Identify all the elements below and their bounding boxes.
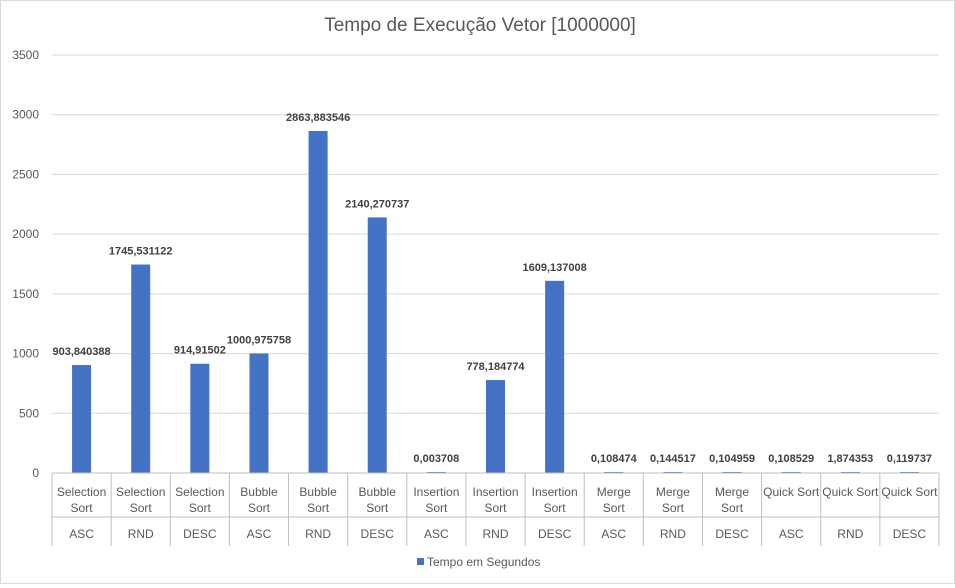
chart-title: Tempo de Execução Vetor [1000000] (324, 15, 636, 36)
x-tick-label-algorithm: Quick Sort (763, 485, 820, 499)
x-tick-label-algorithm: Sort (71, 501, 94, 515)
x-tick-label-algorithm: Sort (484, 501, 507, 515)
x-tick-label-algorithm: Quick Sort (881, 485, 938, 499)
x-tick-label-order: DESC (538, 527, 572, 541)
data-label: 0,108474 (591, 453, 638, 465)
data-labels: 903,840388 1745,531122 914,915021000,97575… (53, 112, 933, 465)
x-tick-label-algorithm: Sort (130, 501, 153, 515)
bar (308, 130, 328, 474)
x-tick-label-order: ASC (424, 527, 449, 541)
x-tick-label-algorithm: Insertion (413, 485, 459, 499)
x-tick-label-order: DESC (361, 527, 395, 541)
bar (249, 353, 269, 473)
bar (190, 363, 210, 473)
x-tick-label-algorithm: Bubble (299, 485, 337, 499)
x-tick-label-order: DESC (715, 527, 749, 541)
x-tick-label-algorithm: Sort (425, 501, 448, 515)
x-tick-label-algorithm: Sort (662, 501, 685, 515)
data-label: 778,184774 (466, 361, 525, 373)
data-label: 0,104959 (709, 453, 755, 465)
x-tick-label-order: RND (483, 527, 509, 541)
y-tick-label: 500 (19, 406, 39, 420)
y-tick-label: 3000 (12, 108, 39, 122)
x-tick-label-algorithm: Quick Sort (822, 485, 879, 499)
x-tick-label-algorithm: Bubble (240, 485, 278, 499)
x-tick-label-algorithm: Selection (116, 485, 165, 499)
x-tick-label-order: ASC (601, 527, 626, 541)
x-tick-label-order: ASC (247, 527, 272, 541)
legend-swatch (417, 558, 424, 565)
x-tick-label-algorithm: Merge (597, 485, 631, 499)
bars (72, 130, 919, 474)
bar (367, 217, 387, 473)
data-label: 2140,270737 (345, 198, 409, 210)
y-axis: 0 500 1000 1500 2000 2500 3000 3500 (12, 48, 39, 480)
x-tick-label-order: RND (837, 527, 863, 541)
x-tick-label-algorithm: Bubble (359, 485, 397, 499)
y-tick-label: 2500 (12, 167, 39, 181)
x-tick-label-order: RND (305, 527, 331, 541)
x-tick-label-order: ASC (779, 527, 804, 541)
bar (486, 380, 505, 473)
data-label: 0,108529 (768, 453, 814, 465)
x-tick-label-algorithm: Sort (721, 501, 744, 515)
x-tick-label-algorithm: Sort (307, 501, 330, 515)
gridlines (52, 54, 939, 414)
data-label: 1745,531122 (109, 246, 173, 258)
data-label: 0,119737 (887, 453, 932, 465)
data-label: 1000,975758 (227, 334, 291, 346)
data-label: 2863,883546 (286, 112, 350, 124)
bar (545, 280, 565, 473)
x-tick-label-order: RND (128, 527, 154, 541)
x-tick-label-algorithm: Merge (656, 485, 690, 499)
x-tick-label-algorithm: Sort (603, 501, 626, 515)
x-tick-label-algorithm: Selection (57, 485, 106, 499)
x-tick-label-order: DESC (183, 527, 217, 541)
x-tick-label-order: ASC (69, 527, 94, 541)
x-axis: Selection Sort ASC Selection Sort RND Selectio… (51, 472, 940, 546)
y-tick-label: 1500 (12, 287, 39, 301)
data-label: 1609,137008 (523, 262, 587, 274)
data-label: 0,144517 (650, 453, 696, 465)
x-tick-label-order: DESC (893, 527, 927, 541)
x-tick-label-algorithm: Sort (366, 501, 389, 515)
legend: Tempo em Segundos (417, 555, 540, 569)
bar (131, 264, 151, 473)
x-tick-label-algorithm: Sort (248, 501, 271, 515)
data-label: 1,874353 (827, 453, 873, 465)
y-tick-label: 0 (32, 466, 39, 480)
data-label: 903,840388 (53, 346, 111, 358)
data-label: 914,91502 (174, 345, 226, 357)
x-tick-label-algorithm: Insertion (472, 485, 518, 499)
y-tick-label: 2000 (12, 227, 39, 241)
x-tick-label-algorithm: Sort (544, 501, 567, 515)
x-tick-label-algorithm: Selection (175, 485, 224, 499)
x-tick-label-order: RND (660, 527, 686, 541)
x-tick-label-algorithm: Sort (189, 501, 212, 515)
y-tick-label: 3500 (12, 48, 39, 62)
x-tick-label-algorithm: Insertion (532, 485, 578, 499)
x-tick-label-algorithm: Merge (715, 485, 749, 499)
y-tick-label: 1000 (12, 347, 39, 361)
data-label: 0,003708 (413, 453, 459, 465)
bar (72, 365, 92, 473)
legend-label: Tempo em Segundos (427, 555, 540, 569)
